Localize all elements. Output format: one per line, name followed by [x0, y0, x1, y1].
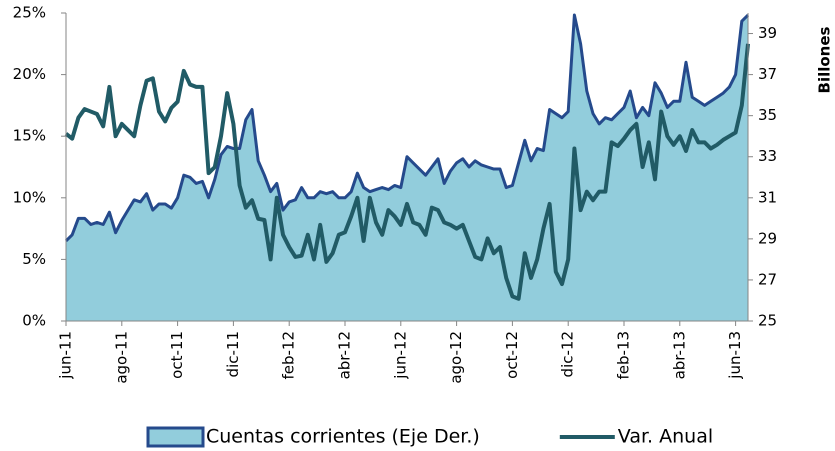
- y-tick-label: 5%: [22, 250, 46, 268]
- line: [64, 43, 750, 301]
- legend-swatch: [146, 426, 205, 448]
- y2-tick-label: 25: [758, 312, 777, 330]
- x-tick-label: jun-12: [391, 331, 409, 380]
- x-tick-label: oct-12: [503, 331, 521, 379]
- y-tick-label: 15%: [13, 127, 46, 145]
- x-tick-label: ago-12: [447, 331, 465, 384]
- x-tick-label: ago-11: [112, 331, 130, 384]
- x-tick-label: abr-13: [670, 331, 688, 379]
- y2-tick-label: 33: [758, 147, 777, 165]
- y2-tick-label: 37: [758, 65, 777, 83]
- y2-axis-title: Billones: [816, 26, 834, 93]
- x-tick-label: jun-13: [726, 331, 744, 380]
- x-tick-label: feb-13: [615, 331, 633, 380]
- y2-tick-label: 29: [758, 229, 777, 247]
- x-tick-label: dic-12: [559, 331, 577, 377]
- y2-tick-label: 39: [758, 24, 777, 42]
- legend-label: Cuentas corrientes (Eje Der.): [206, 426, 480, 448]
- legend-label: Var. Anual: [618, 426, 713, 448]
- x-tick-label: jun-11: [57, 331, 75, 380]
- y-tick-label: 25%: [13, 4, 46, 22]
- y-tick-label: 10%: [13, 188, 46, 206]
- y-tick-label: 0%: [22, 312, 46, 330]
- x-tick-label: oct-11: [168, 331, 186, 379]
- x-tick-label: dic-11: [224, 331, 242, 377]
- area: [66, 15, 748, 322]
- y-tick-label: 20%: [13, 65, 46, 83]
- y2-tick-label: 35: [758, 106, 777, 124]
- x-tick-label: feb-12: [280, 331, 298, 380]
- x-tick-label: abr-12: [336, 331, 354, 379]
- area-edge: [64, 13, 750, 242]
- y2-tick-label: 31: [758, 188, 777, 206]
- y2-tick-label: 27: [758, 270, 777, 288]
